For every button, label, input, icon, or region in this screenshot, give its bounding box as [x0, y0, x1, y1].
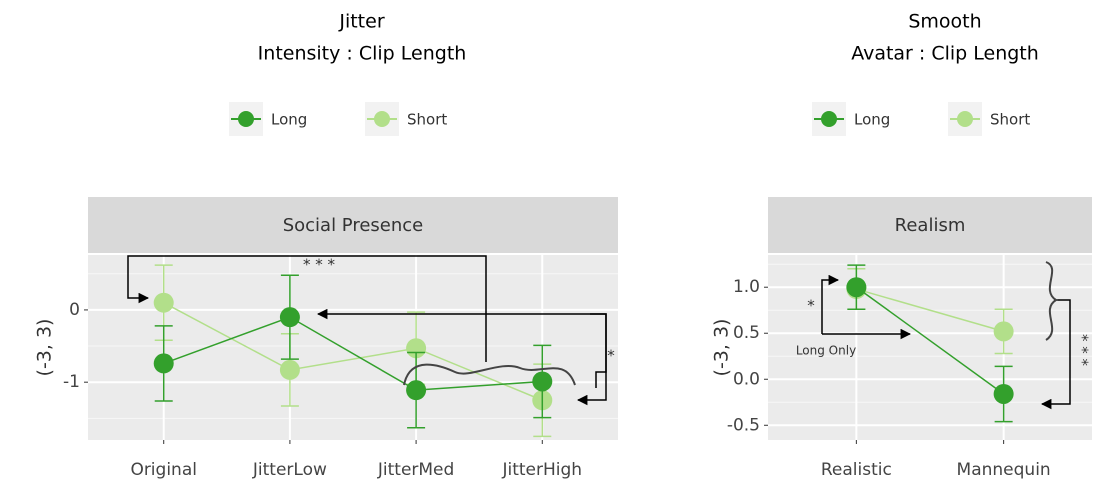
- y-tick-label: -0.5: [727, 415, 760, 435]
- annotation: *: [807, 297, 815, 315]
- legend-marker: [957, 111, 973, 127]
- y-tick-label: 0.5: [733, 323, 760, 343]
- facet-label: Realism: [895, 215, 966, 236]
- point: [406, 380, 427, 401]
- series-line: [855, 286, 1005, 395]
- annotation: * * *: [1074, 334, 1092, 367]
- legend-label: Long: [271, 111, 307, 129]
- annotation-arrows: [127, 255, 1071, 410]
- annotation: *: [607, 347, 615, 365]
- y-tick-label: -1: [63, 372, 80, 392]
- x-tick-label: Realistic: [821, 460, 892, 480]
- series-line: [163, 316, 543, 391]
- point: [993, 383, 1014, 404]
- point: [846, 277, 867, 298]
- legend-marker: [238, 111, 254, 127]
- annotation: Long Only: [796, 344, 856, 358]
- x-tick-label: Original: [130, 460, 197, 480]
- facet-strip: [768, 197, 1092, 253]
- y-axis-label: (-3, 3): [711, 319, 733, 377]
- y-axis-label: (-3, 3): [34, 319, 56, 377]
- y-tick-label: 0.0: [733, 369, 760, 389]
- point: [279, 307, 300, 328]
- facet-strip: [88, 197, 618, 253]
- point: [279, 359, 300, 380]
- chart-subtitle: Intensity : Clip Length: [258, 43, 467, 65]
- legend-marker: [374, 111, 390, 127]
- facet-label: Social Presence: [283, 215, 424, 236]
- chart-subtitle: Avatar : Clip Length: [851, 43, 1039, 65]
- x-tick-label: Mannequin: [957, 460, 1051, 480]
- legend-label: Short: [407, 111, 447, 129]
- chart-title: Smooth: [908, 11, 981, 33]
- x-tick-label: JitterLow: [252, 460, 327, 480]
- chart-title: Jitter: [338, 11, 384, 33]
- x-tick-label: JitterHigh: [501, 460, 582, 480]
- point: [532, 371, 553, 392]
- series-line: [856, 288, 1004, 333]
- y-tick-label: 1.0: [733, 277, 760, 297]
- annotation: * * *: [303, 256, 336, 274]
- series-line: [163, 302, 543, 401]
- x-tick-label: JitterMed: [377, 460, 454, 480]
- point: [993, 321, 1014, 342]
- point: [153, 292, 174, 313]
- legend-marker: [821, 111, 837, 127]
- panel: [88, 255, 618, 440]
- y-tick-label: 0: [69, 300, 80, 320]
- legend-label: Short: [990, 111, 1030, 129]
- legend-label: Long: [854, 111, 890, 129]
- point: [153, 353, 174, 374]
